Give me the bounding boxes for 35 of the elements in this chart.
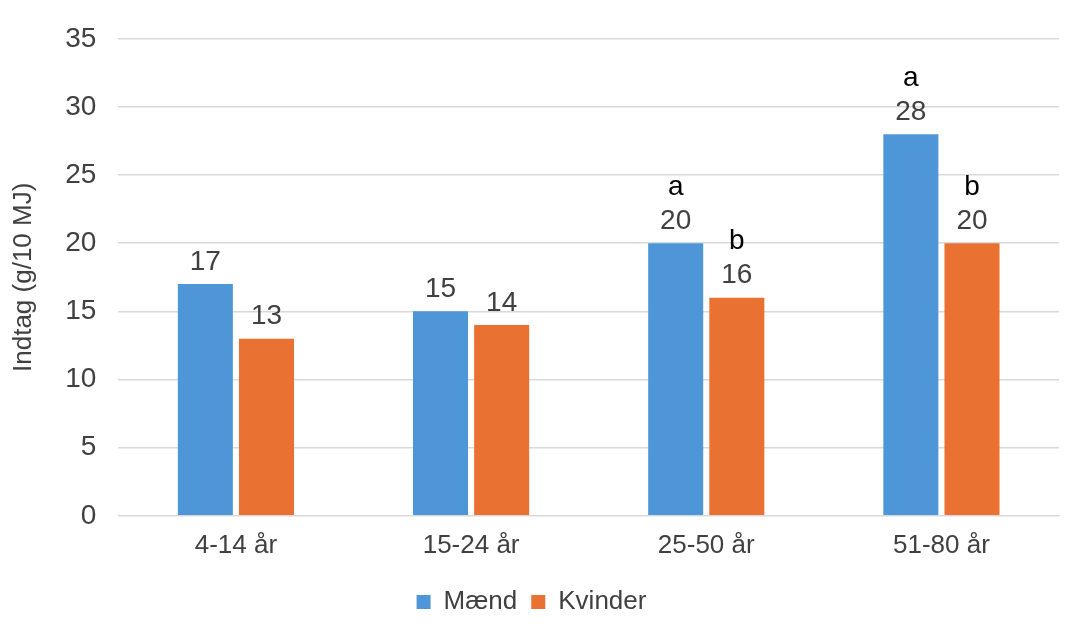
y-tick-label: 5 <box>80 430 97 462</box>
y-tick-label: 35 <box>65 21 97 53</box>
bar <box>474 325 530 516</box>
legend-label: Mænd <box>443 585 518 616</box>
legend-label: Kvinder <box>558 585 647 616</box>
bar <box>648 243 704 516</box>
y-axis-title: Indtag (g/10 MJ) <box>6 182 37 372</box>
x-tick-label: 4-14 år <box>194 528 278 559</box>
annotation: b <box>729 224 745 256</box>
bar <box>413 311 469 516</box>
x-tick-label: 25-50 år <box>657 528 756 559</box>
y-tick-label: 0 <box>80 498 97 530</box>
y-tick-label: 10 <box>65 362 97 394</box>
data-label: 16 <box>721 258 753 290</box>
x-tick-label: 51-80 år <box>893 528 991 559</box>
bar <box>709 297 765 516</box>
data-label: 20 <box>956 203 988 235</box>
bar <box>883 134 939 516</box>
y-tick-label: 25 <box>65 157 97 189</box>
bar <box>238 338 295 516</box>
data-label: 28 <box>895 94 927 126</box>
x-tick-label: 15-24 år <box>422 528 520 559</box>
data-label: 13 <box>250 299 283 331</box>
bar <box>944 243 1000 516</box>
data-label: 15 <box>424 272 457 304</box>
data-label: 20 <box>660 203 692 235</box>
annotation: a <box>667 169 684 201</box>
y-tick-label: 20 <box>65 225 97 257</box>
data-label: 14 <box>486 285 518 317</box>
y-tick-label: 30 <box>65 89 97 121</box>
bar <box>177 284 233 516</box>
data-label: 17 <box>189 244 221 276</box>
annotation: b <box>964 169 980 201</box>
y-tick-label: 15 <box>65 294 97 326</box>
annotation: a <box>903 60 920 92</box>
